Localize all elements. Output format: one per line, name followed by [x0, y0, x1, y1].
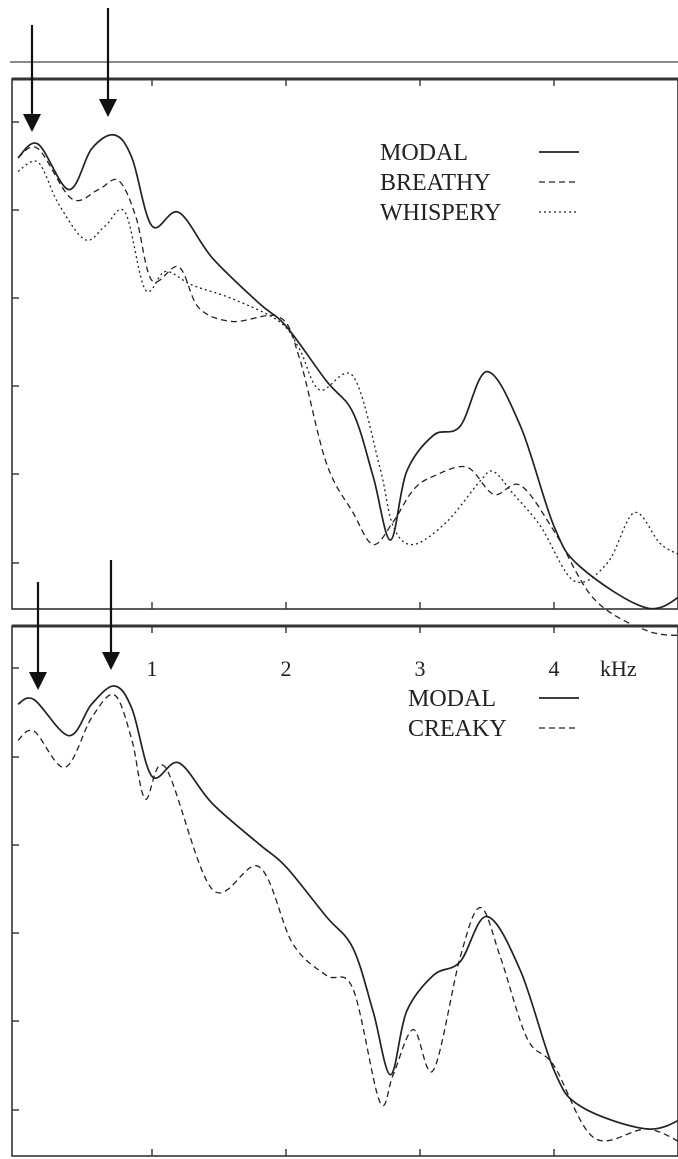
panel-bottom: 1 2 3 4 kHz MODAL CREAKY — [11, 560, 678, 1157]
legend-label: MODAL — [408, 686, 496, 712]
x-tick-label: 2 — [281, 656, 292, 681]
legend-label: MODAL — [380, 140, 468, 166]
x-tick-label: 3 — [415, 656, 426, 681]
series-line-breathy — [17, 146, 678, 636]
x-unit-label: kHz — [600, 656, 637, 681]
plot-frame — [11, 78, 678, 610]
x-tick-label: 4 — [549, 656, 560, 681]
panel-top: MODAL BREATHY WHISPERY — [11, 8, 678, 636]
x-tick-label: 1 — [147, 656, 158, 681]
arrow-head-icon — [29, 672, 47, 690]
series-line-modal — [17, 133, 678, 610]
arrow-head-icon — [23, 114, 41, 132]
series-line-creaky — [17, 693, 678, 1143]
legend-label: CREAKY — [408, 716, 507, 742]
legend-label: BREATHY — [380, 170, 491, 196]
legend-label: WHISPERY — [380, 200, 501, 226]
series-line-modal — [17, 685, 678, 1130]
arrow-head-icon — [102, 652, 120, 670]
series-line-whispery — [17, 160, 678, 583]
arrow-head-icon — [99, 99, 117, 117]
plot-frame — [11, 625, 678, 1157]
